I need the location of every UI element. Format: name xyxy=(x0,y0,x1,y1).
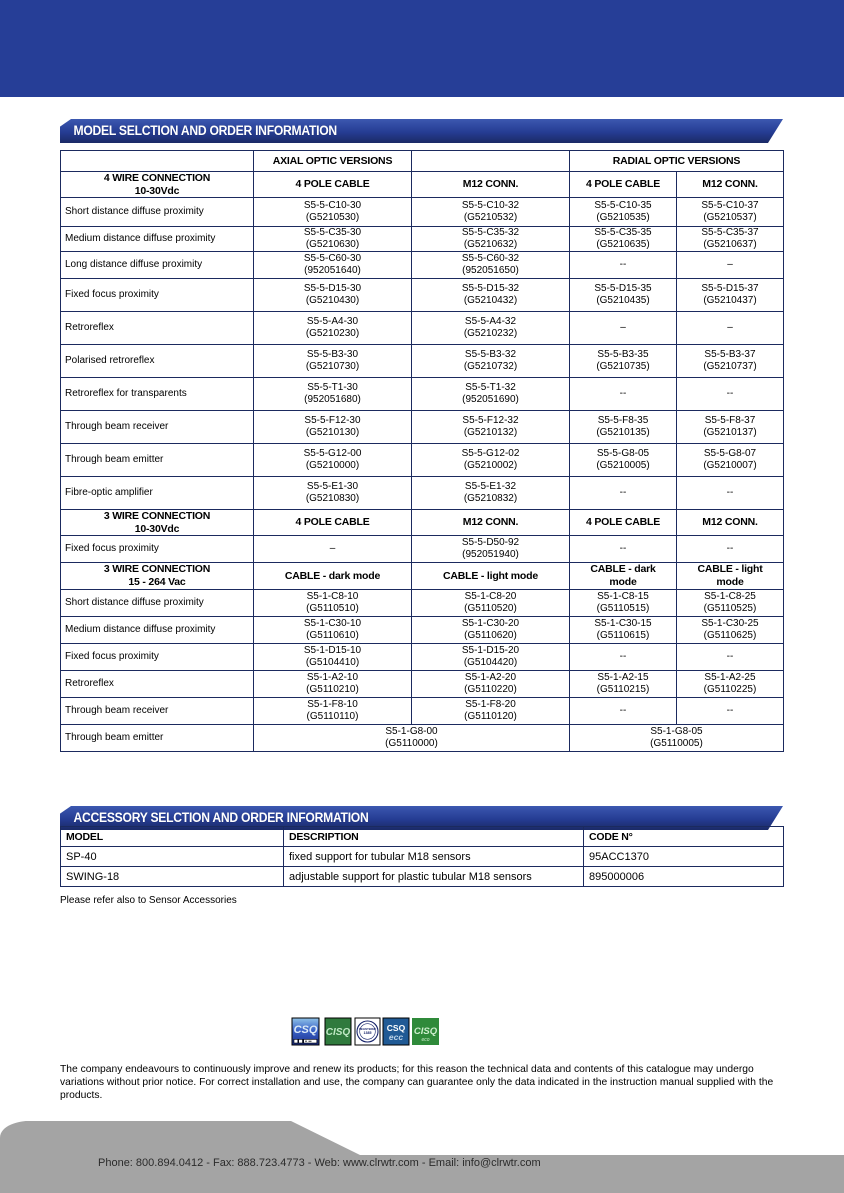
svg-text:CSQ: CSQ xyxy=(294,1024,318,1036)
svg-text:CISQ: CISQ xyxy=(414,1026,438,1037)
svg-text:ecc: ecc xyxy=(389,1032,403,1042)
svg-text:eco: eco xyxy=(421,1037,429,1043)
svg-text:1385: 1385 xyxy=(364,1031,372,1035)
svg-text:CISQ: CISQ xyxy=(326,1027,351,1038)
